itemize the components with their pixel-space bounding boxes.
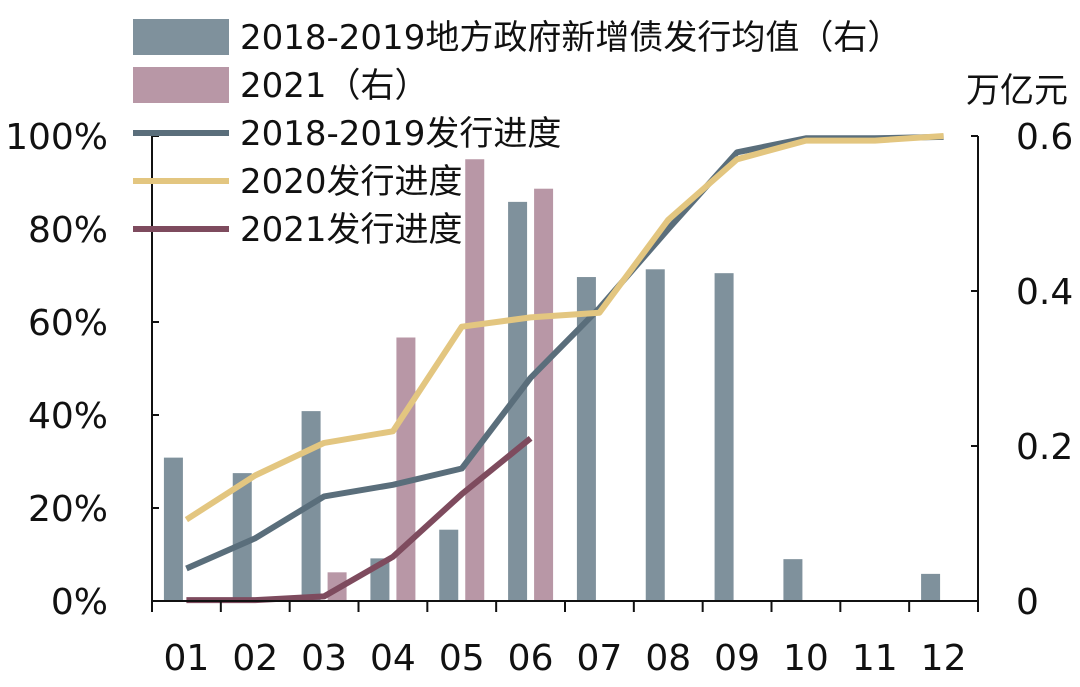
x-axis-tick-label: 03 (301, 638, 347, 679)
x-axis-tick-label: 08 (645, 638, 691, 679)
x-axis-tick-label: 06 (508, 638, 554, 679)
legend: 2018-2019地方政府新增债发行均值（右） 2021（右） 2018-2019发… (133, 18, 901, 250)
left-axis-tick-label: 40% (28, 396, 108, 437)
bars-layer (163, 159, 941, 601)
legend-label-2021: 2021（右） (240, 66, 429, 106)
bar-avg-2018-2019-06 (508, 201, 528, 601)
x-axis-tick-label: 02 (232, 638, 278, 679)
left-axis-tick-label: 0% (51, 582, 108, 623)
x-axis-tick-label: 07 (577, 638, 623, 679)
left-axis-tick-label: 60% (28, 303, 108, 344)
bar-avg-2018-2019-02 (232, 473, 252, 601)
legend-label-2021-progress: 2021发行进度 (240, 210, 463, 250)
bar-2021-06 (534, 188, 554, 601)
left-axis-tick-label: 100% (5, 117, 108, 158)
legend-label-avg-2018-2019: 2018-2019地方政府新增债发行均值（右） (240, 18, 901, 58)
x-axis-tick-label: 05 (439, 638, 485, 679)
legend-label-2020-progress: 2020发行进度 (240, 162, 463, 202)
right-axis-unit: 万亿元 (966, 71, 1068, 111)
x-axis-tick-label: 10 (783, 638, 829, 679)
bar-2021-04 (396, 337, 416, 601)
left-axis-tick-label: 20% (28, 489, 108, 530)
x-axis-tick-label: 09 (714, 638, 760, 679)
right-axis-tick-label: 0.2 (1016, 427, 1073, 468)
bar-avg-2018-2019-05 (439, 529, 459, 601)
right-axis-tick-label: 0 (1016, 582, 1039, 623)
bar-2021-05 (465, 159, 485, 601)
bar-avg-2018-2019-12 (921, 573, 941, 601)
legend-label-2018-2019-progress: 2018-2019发行进度 (240, 114, 561, 154)
x-axis-tick-label: 12 (921, 638, 967, 679)
bar-avg-2018-2019-07 (576, 277, 596, 601)
left-axis-tick-label: 80% (28, 210, 108, 251)
right-axis-tick-label: 0.6 (1016, 117, 1073, 158)
bar-avg-2018-2019-01 (163, 457, 183, 601)
axes-layer: 0% 20% 40% 60% 80% 100% 0 0.2 0.4 0.6 01 02 03 04 05 06… (5, 117, 1073, 679)
bar-avg-2018-2019-09 (714, 273, 734, 601)
legend-swatch-avg-2018-2019 (133, 19, 229, 55)
x-axis-tick-label: 11 (852, 638, 898, 679)
lines-layer (184, 133, 944, 604)
x-axis-tick-label: 01 (164, 638, 210, 679)
line-2020-progress (184, 133, 944, 523)
legend-swatch-2021 (133, 67, 229, 103)
x-axis-tick-label: 04 (370, 638, 416, 679)
right-axis-tick-label: 0.4 (1016, 272, 1073, 313)
bar-avg-2018-2019-08 (645, 269, 665, 601)
bar-avg-2018-2019-10 (783, 559, 803, 601)
